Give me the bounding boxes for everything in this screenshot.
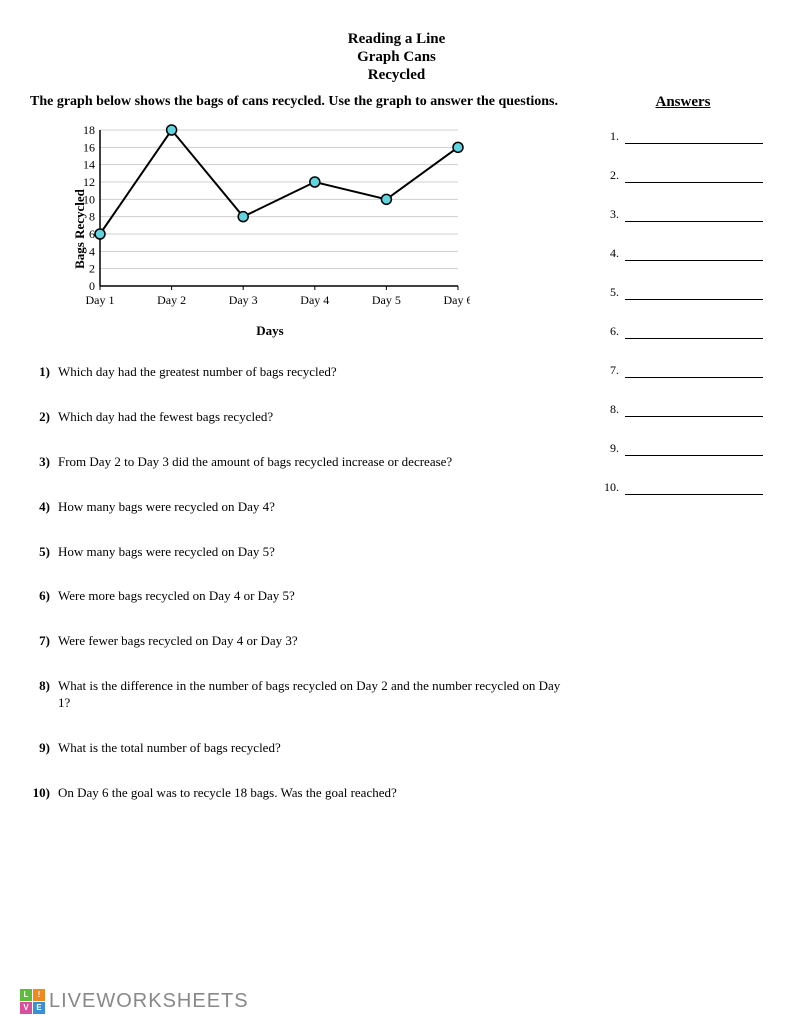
y-axis-label: Bags Recycled	[72, 189, 88, 269]
answer-blank[interactable]	[625, 403, 763, 417]
question: 3)From Day 2 to Day 3 did the amount of …	[30, 454, 573, 471]
question-text: What is the total number of bags recycle…	[58, 740, 573, 757]
svg-text:Day 3: Day 3	[229, 293, 258, 307]
footer-logo: L!VE LIVEWORKSHEETS	[20, 989, 249, 1014]
question-number: 4)	[30, 499, 58, 516]
chart-svg: 024681012141618Day 1Day 2Day 3Day 4Day 5…	[70, 124, 470, 314]
question: 10)On Day 6 the goal was to recycle 18 b…	[30, 785, 573, 802]
question: 6)Were more bags recycled on Day 4 or Da…	[30, 588, 573, 605]
answer-blank[interactable]	[625, 247, 763, 261]
line-chart: Bags Recycled 024681012141618Day 1Day 2D…	[70, 124, 470, 334]
svg-text:16: 16	[83, 140, 95, 154]
answer-number: 10.	[603, 480, 625, 495]
answer-number: 3.	[603, 207, 625, 222]
svg-text:Day 1: Day 1	[86, 293, 115, 307]
question-text: Which day had the fewest bags recycled?	[58, 409, 573, 426]
answer-blank[interactable]	[625, 286, 763, 300]
svg-text:Day 6: Day 6	[444, 293, 471, 307]
answer-line: 6.	[603, 324, 763, 339]
answer-blank[interactable]	[625, 208, 763, 222]
question-text: How many bags were recycled on Day 4?	[58, 499, 573, 516]
answer-blank[interactable]	[625, 442, 763, 456]
answer-number: 4.	[603, 246, 625, 261]
answer-line: 9.	[603, 441, 763, 456]
question-text: What is the difference in the number of …	[58, 678, 573, 712]
answer-number: 5.	[603, 285, 625, 300]
svg-text:0: 0	[89, 279, 95, 293]
svg-text:18: 18	[83, 124, 95, 137]
logo-square: !	[33, 989, 45, 1001]
title-line-1: Reading a Line	[30, 30, 763, 48]
answer-line: 2.	[603, 168, 763, 183]
answer-lines: 1. 2. 3. 4. 5. 6. 7. 8. 9. 10.	[603, 129, 763, 495]
instructions-text: The graph below shows the bags of cans r…	[30, 94, 573, 110]
question-number: 3)	[30, 454, 58, 471]
question-number: 8)	[30, 678, 58, 712]
logo-square: L	[20, 989, 32, 1001]
question-number: 1)	[30, 364, 58, 381]
x-axis-label: Days	[70, 323, 470, 339]
question-number: 6)	[30, 588, 58, 605]
question-number: 9)	[30, 740, 58, 757]
question-text: On Day 6 the goal was to recycle 18 bags…	[58, 785, 573, 802]
logo-square: E	[33, 1002, 45, 1014]
answer-number: 1.	[603, 129, 625, 144]
question-number: 2)	[30, 409, 58, 426]
answer-line: 7.	[603, 363, 763, 378]
svg-text:Day 5: Day 5	[372, 293, 401, 307]
answer-line: 4.	[603, 246, 763, 261]
answer-blank[interactable]	[625, 481, 763, 495]
question: 2)Which day had the fewest bags recycled…	[30, 409, 573, 426]
worksheet-title: Reading a Line Graph Cans Recycled	[30, 30, 763, 84]
question-text: How many bags were recycled on Day 5?	[58, 544, 573, 561]
answer-line: 10.	[603, 480, 763, 495]
answer-blank[interactable]	[625, 130, 763, 144]
questions-list: 1)Which day had the greatest number of b…	[30, 364, 573, 802]
answer-blank[interactable]	[625, 364, 763, 378]
svg-text:12: 12	[83, 175, 95, 189]
answer-number: 2.	[603, 168, 625, 183]
logo-text: LIVEWORKSHEETS	[49, 990, 249, 1013]
question: 4)How many bags were recycled on Day 4?	[30, 499, 573, 516]
title-line-2: Graph Cans	[30, 48, 763, 66]
svg-text:8: 8	[89, 210, 95, 224]
answer-line: 5.	[603, 285, 763, 300]
main-content: The graph below shows the bags of cans r…	[30, 94, 573, 830]
answer-number: 9.	[603, 441, 625, 456]
svg-text:Day 2: Day 2	[157, 293, 186, 307]
question-text: Were more bags recycled on Day 4 or Day …	[58, 588, 573, 605]
question-text: Which day had the greatest number of bag…	[58, 364, 573, 381]
answer-line: 8.	[603, 402, 763, 417]
title-line-3: Recycled	[30, 66, 763, 84]
svg-text:6: 6	[89, 227, 95, 241]
answer-number: 6.	[603, 324, 625, 339]
svg-text:4: 4	[89, 244, 95, 258]
question: 9)What is the total number of bags recyc…	[30, 740, 573, 757]
question-number: 7)	[30, 633, 58, 650]
answers-header: Answers	[603, 94, 763, 111]
logo-squares-icon: L!VE	[20, 989, 45, 1014]
answer-line: 3.	[603, 207, 763, 222]
svg-text:2: 2	[89, 262, 95, 276]
question-text: Were fewer bags recycled on Day 4 or Day…	[58, 633, 573, 650]
logo-square: V	[20, 1002, 32, 1014]
answer-number: 8.	[603, 402, 625, 417]
question-text: From Day 2 to Day 3 did the amount of ba…	[58, 454, 573, 471]
question-number: 10)	[30, 785, 58, 802]
svg-text:14: 14	[83, 158, 95, 172]
answer-blank[interactable]	[625, 169, 763, 183]
answer-number: 7.	[603, 363, 625, 378]
question: 7)Were fewer bags recycled on Day 4 or D…	[30, 633, 573, 650]
question-number: 5)	[30, 544, 58, 561]
question: 8)What is the difference in the number o…	[30, 678, 573, 712]
answer-blank[interactable]	[625, 325, 763, 339]
svg-text:Day 4: Day 4	[300, 293, 329, 307]
answers-column: Answers 1. 2. 3. 4. 5. 6. 7. 8. 9. 10.	[603, 94, 763, 830]
question: 1)Which day had the greatest number of b…	[30, 364, 573, 381]
question: 5)How many bags were recycled on Day 5?	[30, 544, 573, 561]
answer-line: 1.	[603, 129, 763, 144]
